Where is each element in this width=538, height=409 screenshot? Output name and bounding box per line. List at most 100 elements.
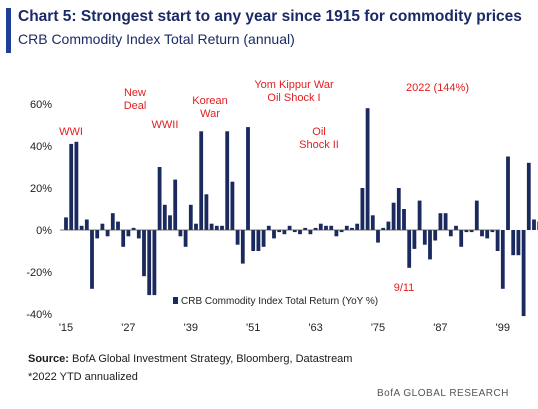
- bar: [412, 230, 417, 249]
- bar: [287, 225, 292, 230]
- bar: [131, 227, 136, 230]
- bar: [178, 230, 183, 237]
- bar: [74, 141, 79, 230]
- bar: [152, 230, 157, 296]
- bar: [105, 230, 110, 237]
- x-tick-label: '75: [371, 322, 385, 334]
- bar: [147, 230, 152, 296]
- title-accent-bar: [6, 8, 11, 53]
- bar: [261, 230, 266, 247]
- bar: [402, 209, 406, 230]
- bar: [521, 230, 526, 317]
- bar: [506, 156, 510, 230]
- bar: [526, 162, 531, 230]
- y-tick-label: 0%: [36, 225, 52, 237]
- annotation-label: 9/11: [394, 282, 415, 294]
- annotation-label: 2022 (144%): [406, 82, 469, 94]
- bar: [448, 230, 453, 237]
- bar: [136, 230, 141, 239]
- bar: [386, 221, 391, 230]
- bar: [162, 204, 167, 230]
- bar: [516, 230, 521, 256]
- bar: [428, 230, 432, 260]
- source-line: Source: BofA Global Investment Strategy,…: [28, 353, 352, 365]
- y-tick-label: -40%: [26, 309, 52, 321]
- bar: [240, 230, 245, 264]
- bar: [235, 230, 240, 245]
- brand-watermark: BofA GLOBAL RESEARCH: [377, 388, 509, 399]
- bar: [308, 230, 313, 235]
- bar: [79, 225, 84, 230]
- bar: [116, 221, 120, 230]
- bar: [90, 230, 94, 289]
- bar: [433, 230, 438, 241]
- bar: [142, 230, 146, 277]
- bar: [251, 230, 256, 251]
- bar: [532, 219, 536, 230]
- bar: [474, 200, 479, 230]
- bar: [282, 230, 287, 235]
- bar: [417, 200, 422, 230]
- source-label: Source:: [28, 353, 69, 365]
- bar: [204, 194, 209, 230]
- bar: [511, 230, 516, 256]
- bar: [407, 230, 412, 268]
- bar: [100, 223, 105, 230]
- bar: [469, 230, 474, 233]
- bar: [194, 223, 198, 230]
- bar: [324, 225, 328, 230]
- bar: [370, 215, 375, 230]
- bar: [188, 204, 193, 230]
- bar: [360, 188, 365, 230]
- annotation-label: WWII: [152, 119, 179, 131]
- bar: [69, 143, 74, 230]
- chart-subtitle: CRB Commodity Index Total Return (annual…: [18, 31, 295, 47]
- legend-label: CRB Commodity Index Total Return (YoY %): [181, 296, 378, 307]
- x-tick-label: '63: [308, 322, 322, 334]
- annotation-label: Korean War: [192, 95, 227, 120]
- bar: [209, 223, 214, 230]
- annotation-label: New Deal: [124, 87, 147, 112]
- bar: [334, 230, 339, 237]
- bar: [339, 230, 344, 233]
- bar: [438, 213, 443, 230]
- bar: [396, 188, 401, 230]
- bar: [381, 227, 386, 230]
- y-tick-label: 20%: [30, 183, 52, 195]
- bar: [298, 230, 302, 235]
- bar: [157, 167, 162, 230]
- bar: [355, 223, 360, 230]
- annotation-label: Yom Kippur War Oil Shock I: [254, 79, 334, 104]
- bar: [303, 227, 308, 230]
- x-tick-label: '51: [246, 322, 260, 334]
- bar: [422, 230, 427, 245]
- bar: [168, 215, 172, 230]
- annotation-label: WWI: [59, 126, 83, 138]
- x-tick-label: '27: [121, 322, 135, 334]
- bar: [495, 230, 500, 251]
- bar: [230, 181, 235, 230]
- bar: [350, 227, 354, 230]
- bar: [329, 225, 334, 230]
- bar: [64, 217, 68, 230]
- bar: [485, 230, 490, 239]
- chart-title: Chart 5: Strongest start to any year sin…: [18, 8, 522, 25]
- bar: [266, 225, 271, 230]
- y-tick-label: -20%: [26, 267, 52, 279]
- bar: [183, 230, 188, 247]
- bar: [126, 230, 131, 237]
- annotation-label: Oil Shock II: [299, 126, 339, 151]
- bar: [214, 225, 219, 230]
- bar: [454, 225, 458, 230]
- bar: [110, 213, 115, 230]
- bar: [344, 225, 349, 230]
- bar: [121, 230, 126, 247]
- x-tick-label: '99: [496, 322, 510, 334]
- bar: [220, 225, 224, 230]
- bar: [313, 227, 318, 230]
- bar: [459, 230, 464, 247]
- legend-swatch: [173, 297, 178, 304]
- bar: [365, 108, 370, 230]
- bar: [84, 219, 89, 230]
- y-tick-label: 60%: [30, 99, 52, 111]
